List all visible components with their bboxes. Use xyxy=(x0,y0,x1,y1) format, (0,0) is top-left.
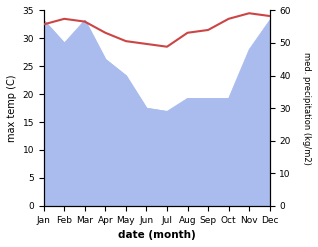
Y-axis label: med. precipitation (kg/m2): med. precipitation (kg/m2) xyxy=(302,52,311,165)
X-axis label: date (month): date (month) xyxy=(118,230,196,240)
Y-axis label: max temp (C): max temp (C) xyxy=(7,74,17,142)
